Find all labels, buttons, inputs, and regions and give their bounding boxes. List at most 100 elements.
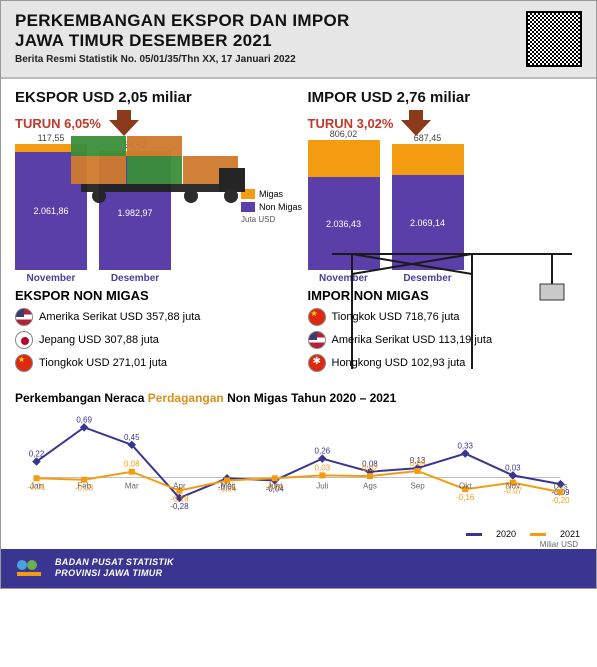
legend-swatch-migas — [241, 189, 255, 199]
svg-text:Sep: Sep — [410, 482, 425, 491]
bar-month-label: Desember — [99, 273, 171, 284]
arrow-down-icon — [107, 108, 141, 138]
bar-segment-migas — [15, 144, 87, 152]
ekspor-panel: EKSPOR USD 2,05 miliar TURUN 6,05% 117,5… — [15, 89, 290, 284]
stacked-bar: 1.982,97 — [99, 151, 171, 270]
svg-text:Juli: Juli — [316, 482, 328, 491]
bar-november: 117,55 2.061,86 November — [15, 133, 87, 284]
country-text: Tiongkok USD 718,76 juta — [332, 311, 460, 323]
impor-nonmigas-title: IMPOR NON MIGAS — [308, 288, 583, 303]
legend-unit: Juta USD — [241, 215, 302, 224]
linechart: 0,220,690,45-0,28-0,01-0,040,260,080,130… — [1, 409, 596, 549]
country-breakdowns: EKSPOR NON MIGAS Amerika Serikat USD 357… — [1, 284, 596, 383]
svg-text:Ags: Ags — [363, 482, 377, 491]
country-row: Jepang USD 307,88 juta — [15, 331, 290, 349]
country-row: Tiongkok USD 271,01 juta — [15, 354, 290, 372]
legend-nonmigas: Non Migas — [241, 202, 302, 212]
svg-text:0,02: 0,02 — [362, 464, 378, 473]
footer-line2: PROVINSI JAWA TIMUR — [55, 568, 174, 579]
impor-heading: IMPOR USD 2,76 miliar — [308, 89, 583, 106]
footer-text: BADAN PUSAT STATISTIK PROVINSI JAWA TIMU… — [55, 557, 174, 580]
linechart-title-a: Perkembangan Neraca — [15, 391, 148, 405]
legend-2020-label: 2020 — [496, 529, 516, 539]
country-row: Amerika Serikat USD 113,19 juta — [308, 331, 583, 349]
bps-logo-icon — [15, 557, 45, 579]
svg-text:Juni: Juni — [267, 482, 282, 491]
svg-text:-0,16: -0,16 — [456, 493, 475, 502]
stacked-bar: 2.069,14 — [392, 144, 464, 270]
footer-line1: BADAN PUSAT STATISTIK — [55, 557, 174, 568]
bar-month-label: November — [15, 273, 87, 284]
svg-text:Okt: Okt — [459, 482, 472, 491]
bar-segment-nonmigas: 2.069,14 — [392, 175, 464, 270]
flag-cn-icon — [15, 354, 33, 372]
bar-segment-nonmigas: 2.036,43 — [308, 177, 380, 270]
bar-month-label: November — [308, 273, 380, 284]
footer: BADAN PUSAT STATISTIK PROVINSI JAWA TIMU… — [1, 549, 596, 588]
bar-charts-row: EKSPOR USD 2,05 miliar TURUN 6,05% 117,5… — [1, 79, 596, 284]
legend-swatch-nonmigas — [241, 202, 255, 212]
linechart-unit: Miliar USD — [540, 540, 578, 549]
bar-migas-value: 806,02 — [308, 129, 380, 139]
country-text: Jepang USD 307,88 juta — [39, 334, 159, 346]
svg-text:-0,18: -0,18 — [170, 495, 189, 504]
impor-panel: IMPOR USD 2,76 miliar TURUN 3,02% 806,02… — [308, 89, 583, 284]
legend-label-migas: Migas — [259, 189, 283, 199]
arrow-down-icon — [399, 108, 433, 138]
linechart-title-b: Perdagangan — [148, 391, 227, 405]
ekspor-trend-text: TURUN 6,05% — [15, 116, 101, 131]
ekspor-heading: EKSPOR USD 2,05 miliar — [15, 89, 290, 106]
svg-text:0,09: 0,09 — [410, 459, 426, 468]
infographic-page: PERKEMBANGAN EKSPOR DAN IMPOR JAWA TIMUR… — [0, 0, 597, 589]
svg-text:0,26: 0,26 — [315, 447, 331, 456]
svg-text:Feb: Feb — [77, 482, 91, 491]
country-text: Hongkong USD 102,93 juta — [332, 357, 466, 369]
svg-text:Nov: Nov — [506, 482, 520, 491]
flag-us-icon — [15, 308, 33, 326]
country-text: Amerika Serikat USD 113,19 juta — [332, 334, 493, 346]
svg-text:0,08: 0,08 — [124, 460, 140, 469]
impor-nonmigas-panel: IMPOR NON MIGAS Tiongkok USD 718,76 juta… — [308, 288, 583, 377]
stacked-bar: 2.036,43 — [308, 140, 380, 270]
bar-segment-migas — [392, 144, 464, 175]
flag-hk-icon — [308, 354, 326, 372]
title-line2: JAWA TIMUR DESEMBER 2021 — [15, 31, 518, 51]
svg-text:0,03: 0,03 — [505, 463, 521, 472]
stacked-bar: 2.061,86 — [15, 144, 87, 270]
svg-text:0,22: 0,22 — [29, 450, 45, 459]
bar-desember: 687,452.069,14Desember — [392, 133, 464, 284]
ekspor-nonmigas-panel: EKSPOR NON MIGAS Amerika Serikat USD 357… — [15, 288, 290, 377]
legend-2021-swatch — [530, 533, 546, 536]
legend-2020-swatch — [466, 533, 482, 536]
country-text: Amerika Serikat USD 357,88 juta — [39, 311, 200, 323]
svg-text:0,33: 0,33 — [457, 442, 473, 451]
svg-text:Mei: Mei — [221, 482, 234, 491]
bar-segment-nonmigas: 2.061,86 — [15, 152, 87, 270]
svg-text:Des: Des — [553, 482, 567, 491]
linechart-svg: 0,220,690,45-0,28-0,01-0,040,260,080,130… — [15, 409, 582, 519]
header-text: PERKEMBANGAN EKSPOR DAN IMPOR JAWA TIMUR… — [15, 11, 518, 65]
country-row: Tiongkok USD 718,76 juta — [308, 308, 583, 326]
svg-text:-0,20: -0,20 — [551, 496, 570, 505]
svg-text:0,03: 0,03 — [315, 463, 331, 472]
country-row: Amerika Serikat USD 357,88 juta — [15, 308, 290, 326]
country-text: Tiongkok USD 271,01 juta — [39, 357, 167, 369]
bar-segment-nonmigas: 1.982,97 — [99, 156, 171, 270]
subtitle: Berita Resmi Statistik No. 05/01/35/Thn … — [15, 54, 518, 65]
linechart-legend: 2020 2021 — [466, 529, 580, 539]
bar-legend: Migas Non Migas Juta USD — [241, 189, 302, 224]
linechart-title: Perkembangan Neraca Perdagangan Non Miga… — [1, 383, 596, 409]
bar-migas-value: 117,55 — [15, 133, 87, 143]
legend-2021-label: 2021 — [560, 529, 580, 539]
bar-migas-value: 64,62 — [99, 140, 171, 150]
flag-jp-icon — [15, 331, 33, 349]
bar-segment-migas — [308, 140, 380, 177]
bar-month-label: Desember — [392, 273, 464, 284]
ekspor-nonmigas-title: EKSPOR NON MIGAS — [15, 288, 290, 303]
svg-text:Mar: Mar — [125, 482, 139, 491]
qr-code-icon — [526, 11, 582, 67]
bar-desember: 64,62 1.982,97 Desember — [99, 140, 171, 284]
svg-text:0,69: 0,69 — [76, 415, 92, 424]
legend-migas: Migas — [241, 189, 302, 199]
svg-text:Apr: Apr — [173, 482, 186, 491]
